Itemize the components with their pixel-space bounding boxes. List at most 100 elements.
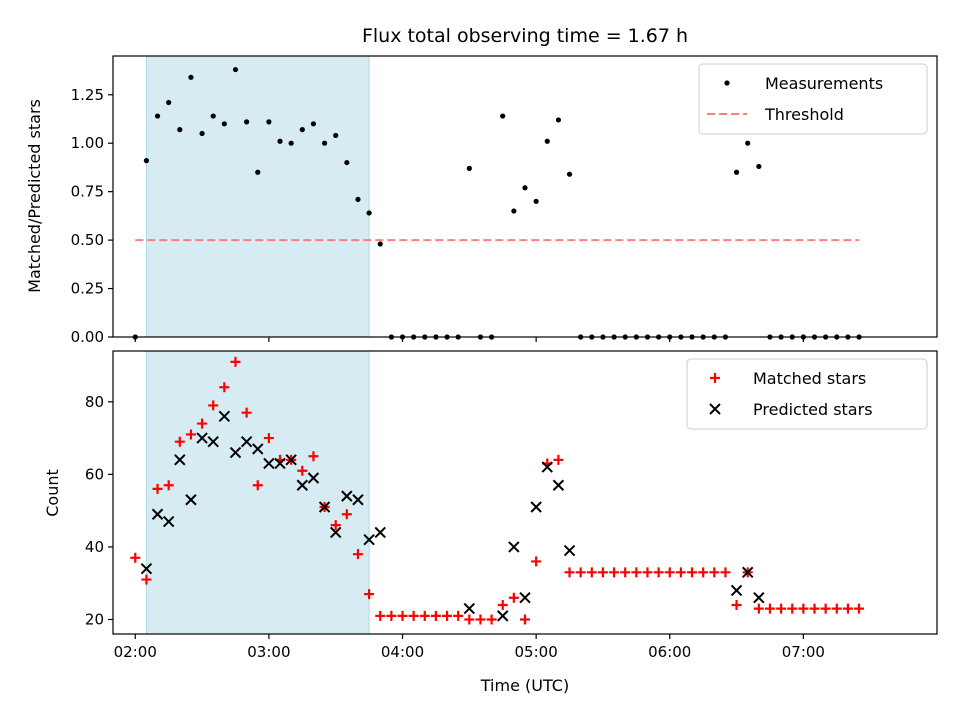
predicted-stars-point [329,526,342,539]
matched-stars-point [475,614,486,625]
predicted-stars-point [741,566,754,579]
matched-stars-point [809,603,820,614]
legend-marker [709,403,721,415]
measurements-point [522,185,528,191]
matched-stars-point [352,549,363,560]
predicted-stars-point [519,592,531,604]
predicted-stars-point [162,515,175,528]
measurements-point [310,121,317,127]
matched-stars-point [497,599,508,610]
measurements-point [355,196,361,203]
matched-stars-point [597,567,608,578]
x-tick-label: 03:00 [247,643,290,661]
matched-stars-point [531,556,542,567]
legend-label: Predicted stars [753,400,873,419]
matched-stars-point [720,567,731,578]
matched-stars-point [364,589,375,600]
matched-stars-point [520,614,530,625]
measurements-point [288,140,294,146]
predicted-stars-point [296,479,309,491]
measurements-point [733,169,740,175]
shaded-interval [145,350,370,635]
matched-stars-point [341,509,352,520]
matched-stars-point [464,614,475,625]
y-tick-label: 1.25 [71,86,104,104]
y-tick-label: 0.00 [71,328,104,346]
legend-marker [724,80,730,86]
matched-stars-point [609,567,620,578]
matched-stars-point [776,603,787,614]
predicted-stars-point [196,432,208,444]
predicted-stars-point [252,443,264,455]
x-tick-label: 05:00 [515,643,558,661]
matched-stars-point [854,603,865,614]
measurements-panel: 0.00 0.25 0.50 0.75 1.00 1.25 Measurements Thre… [71,55,938,346]
measurements-point [344,159,350,166]
matched-stars-point [163,480,174,491]
matched-stars-point [442,610,453,621]
matched-stars-point [486,614,497,625]
predicted-stars-point [307,472,320,484]
predicted-stars-point [263,457,275,470]
predicted-stars-point [541,461,553,473]
matched-stars-point [130,552,141,563]
matched-stars-point [508,592,519,603]
x-tick-label: 06:00 [648,643,691,661]
matched-stars-point [753,603,764,614]
matched-stars-point [764,603,775,614]
predicted-stars-point [730,584,743,597]
measurements-point [756,163,762,170]
matched-stars-point [197,418,208,429]
predicted-stars-point [240,435,253,448]
matched-stars-point [230,356,241,367]
measurements-point [210,113,216,119]
predicted-stars-point [374,526,386,539]
measurements-point [199,130,205,137]
legend-label: Matched stars [753,369,866,388]
y-tick-label: 0.25 [71,280,104,298]
counts-panel: 02:00 03:00 04:00 05:00 06:00 07:00 20 40 60 80 Ma… [85,350,938,661]
measurements-point [333,132,339,139]
predicted-stars-point [352,494,364,506]
predicted-stars-point [341,490,353,502]
predicted-stars-point [530,501,542,513]
y-tick-label: 0.75 [71,183,104,201]
measurements-point [166,99,172,106]
measurements-point [555,117,562,123]
matched-stars-point [252,480,263,491]
measurements-point [511,208,517,214]
predicted-stars-point [552,479,565,491]
measurements-point [244,119,250,125]
measurements-point [321,140,328,146]
predicted-stars-point [497,610,509,622]
matched-stars-point [575,567,586,578]
matched-stars-point [842,603,853,614]
matched-stars-point [664,567,675,578]
matched-stars-point [297,465,308,476]
predicted-stars-point [318,501,331,513]
x-axis-label: Time (UTC) [480,676,569,695]
measurements-point [154,113,161,119]
legend: Measurements Threshold [698,63,928,135]
matched-stars-point [219,382,230,393]
x-tick-label: 04:00 [381,643,424,661]
predicted-stars-point [185,494,197,506]
plot-frame [112,55,938,338]
measurements-point [221,121,227,127]
measurements-point [232,66,239,73]
matched-stars-point [698,567,709,578]
matched-stars-point [330,520,341,531]
measurements-point [377,241,383,247]
matched-stars-point [208,400,219,411]
predicted-stars-point [463,602,476,615]
chart-title: Flux total observing time = 1.67 h [362,25,688,47]
matched-stars-point [419,610,430,621]
measurements-point [266,119,272,125]
top-y-axis-label: Matched/Predicted stars [25,99,44,293]
predicted-stars-point [140,562,153,575]
matched-stars-point [408,610,419,621]
measurements-point [177,127,183,133]
measurements-point [566,171,573,177]
matched-stars-point [564,567,575,578]
